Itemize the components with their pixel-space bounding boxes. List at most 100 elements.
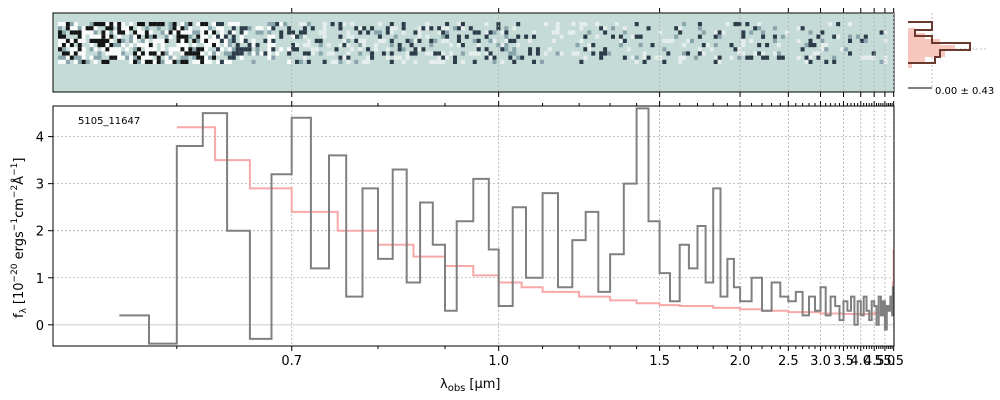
spec2d-pixel xyxy=(642,59,647,64)
spec2d-pixel xyxy=(646,26,651,31)
spec2d-pixel xyxy=(267,55,272,60)
spec2d-pixel xyxy=(413,51,418,56)
spec2d-pixel xyxy=(235,47,240,52)
spec2d-pixel xyxy=(180,47,185,52)
spec2d-pixel xyxy=(196,30,201,35)
spec2d-pixel xyxy=(587,47,592,52)
spec2d-pixel xyxy=(674,34,679,39)
spec2d-pixel xyxy=(678,26,683,31)
spec2d-pixel xyxy=(678,55,683,60)
spec2d-pixel xyxy=(188,30,193,35)
spec2d-pixel xyxy=(291,43,296,48)
spec2d-pixel xyxy=(302,30,307,35)
y-label-exp1: −20 xyxy=(10,263,20,282)
spec2d-pixel xyxy=(306,38,311,43)
spec2d-pixel xyxy=(437,59,442,64)
spec2d-pixel xyxy=(188,34,193,39)
spec2d-pixel xyxy=(164,51,169,56)
spec2d-pixel xyxy=(401,59,406,64)
spec2d-pixel xyxy=(370,55,375,60)
spec2d-pixel xyxy=(251,43,256,48)
spec2d-pixel xyxy=(832,34,837,39)
spec2d-pixel xyxy=(425,51,430,56)
spec2d-pixel xyxy=(164,55,169,60)
spec2d-pixel xyxy=(591,51,596,56)
spec2d-pixel xyxy=(765,55,770,60)
spec2d-pixel xyxy=(176,43,181,48)
spec2d-pixel xyxy=(358,43,363,48)
spec2d-pixel xyxy=(476,43,481,48)
spec2d-pixel xyxy=(322,30,327,35)
spec2d-pixel xyxy=(58,38,62,43)
y-label-exp2: −1 xyxy=(10,218,20,231)
spec2d-pixel xyxy=(101,30,106,35)
spec2d-pixel xyxy=(188,26,193,31)
spec2d-pixel xyxy=(366,47,371,52)
spec2d-pixel xyxy=(216,59,220,64)
spec2d-pixel xyxy=(137,34,141,39)
spec2d-pixel xyxy=(579,59,584,64)
spec2d-pixel xyxy=(129,43,134,48)
spec2d-pixel xyxy=(172,30,177,35)
spec2d-pixel xyxy=(393,55,398,60)
spec2d-pixel xyxy=(630,55,635,60)
spec2d-pixel xyxy=(377,30,382,35)
spec2d-pixel xyxy=(472,38,477,43)
spec2d-pixel xyxy=(820,43,825,48)
spec2d-pixel xyxy=(808,30,813,35)
spec2d-pixel xyxy=(555,30,560,35)
spec2d-pixel xyxy=(172,47,177,52)
spec2d-pixel xyxy=(310,51,315,56)
spec2d-pixel xyxy=(346,43,351,48)
spec2d-pixel xyxy=(117,26,122,31)
spec2d-pixel xyxy=(223,51,228,56)
spec2d-pixel xyxy=(133,59,138,64)
spec2d-pixel xyxy=(200,59,205,64)
spec2d-pixel xyxy=(184,43,189,48)
spec2d-pixel xyxy=(338,26,343,31)
spec2d-pixel xyxy=(476,38,481,43)
spec2d-pixel xyxy=(697,34,702,39)
spec2d-pixel xyxy=(113,55,118,60)
spec2d-pixel xyxy=(306,22,311,27)
spec2d-pixel xyxy=(227,55,232,60)
spec2d-pixel xyxy=(216,51,220,56)
spec2d-pixel xyxy=(113,51,118,56)
spec2d-pixel xyxy=(275,51,280,56)
spec2d-pixel xyxy=(630,34,635,39)
spec2d-pixel xyxy=(587,43,592,48)
spec2d-pixel xyxy=(377,38,382,43)
spec2d-pixel xyxy=(231,26,236,31)
spec2d-pixel xyxy=(784,30,789,35)
spec2d-pixel xyxy=(180,34,185,39)
spec2d-pixel xyxy=(441,34,446,39)
spec2d-pixel xyxy=(816,34,821,39)
spec2d-pixel xyxy=(445,38,450,43)
spec2d-pixel xyxy=(180,30,185,35)
spec2d-pixel xyxy=(409,43,414,48)
spec2d-pixel xyxy=(559,34,564,39)
x-axis-label-subscript: obs xyxy=(448,383,466,394)
spec2d-pixel xyxy=(137,47,141,52)
spec2d-pixel xyxy=(81,55,86,60)
spec2d-pixel xyxy=(184,34,189,39)
spec2d-pixel xyxy=(192,30,197,35)
spec2d-pixel xyxy=(753,26,758,31)
spec2d-pixel xyxy=(216,34,220,39)
spec2d-pixel xyxy=(223,43,228,48)
spec2d-pixel xyxy=(192,43,197,48)
spec2d-pixel xyxy=(500,43,505,48)
spec2d-pixel xyxy=(611,26,615,31)
histogram-plot xyxy=(908,13,986,89)
spec2d-pixel xyxy=(401,22,406,27)
spec2d-pixel xyxy=(476,51,481,56)
spec2d-pixel xyxy=(504,43,509,48)
spec2d-pixel xyxy=(81,38,86,43)
spec2d-pixel xyxy=(354,26,359,31)
spec2d-pixel xyxy=(113,22,118,27)
spec2d-pixel xyxy=(160,43,165,48)
y-tick-label: 4 xyxy=(36,131,44,146)
spec2d-pixel xyxy=(160,51,165,56)
spec2d-pixel xyxy=(200,22,205,27)
spec2d-pixel xyxy=(89,26,94,31)
